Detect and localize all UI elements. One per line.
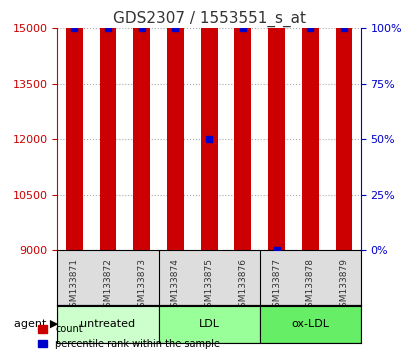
- FancyBboxPatch shape: [57, 306, 158, 343]
- Title: GDS2307 / 1553551_s_at: GDS2307 / 1553551_s_at: [112, 11, 305, 27]
- FancyBboxPatch shape: [158, 306, 259, 343]
- Bar: [66, 0, 83, 250]
- Text: GSM133872: GSM133872: [103, 258, 112, 313]
- Bar: [335, 0, 351, 250]
- Text: GSM133876: GSM133876: [238, 258, 247, 313]
- Text: GSM133877: GSM133877: [271, 258, 280, 313]
- Bar: [99, 0, 116, 250]
- Text: GSM133871: GSM133871: [70, 258, 79, 313]
- Text: GSM133873: GSM133873: [137, 258, 146, 313]
- Bar: [200, 0, 217, 250]
- Text: GSM133875: GSM133875: [204, 258, 213, 313]
- Text: LDL: LDL: [198, 319, 219, 329]
- Text: GSM133878: GSM133878: [305, 258, 314, 313]
- Text: GSM133874: GSM133874: [171, 258, 180, 313]
- Bar: [267, 0, 284, 250]
- FancyBboxPatch shape: [259, 306, 360, 343]
- Bar: [301, 0, 318, 250]
- Bar: [234, 0, 251, 250]
- Bar: [133, 0, 150, 250]
- Text: agent ▶: agent ▶: [13, 319, 58, 329]
- Bar: [166, 0, 183, 250]
- Text: ox-LDL: ox-LDL: [290, 319, 328, 329]
- Text: untreated: untreated: [80, 319, 135, 329]
- Text: GSM133879: GSM133879: [339, 258, 348, 313]
- Legend: count, percentile rank within the sample: count, percentile rank within the sample: [38, 324, 220, 349]
